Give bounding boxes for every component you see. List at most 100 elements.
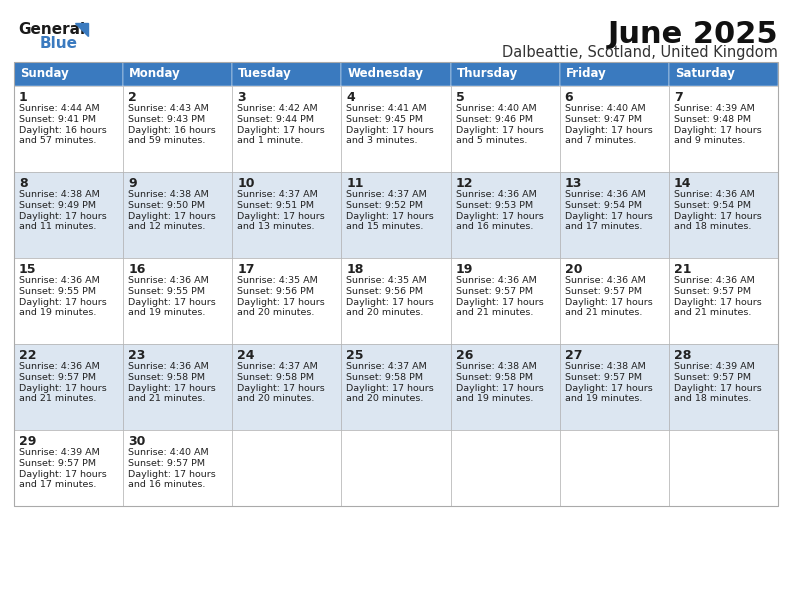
Text: Wednesday: Wednesday: [348, 67, 424, 81]
Text: and 57 minutes.: and 57 minutes.: [19, 136, 97, 145]
Polygon shape: [75, 23, 88, 36]
Text: and 19 minutes.: and 19 minutes.: [128, 308, 205, 317]
Text: Daylight: 17 hours: Daylight: 17 hours: [674, 298, 762, 307]
Bar: [123, 172, 232, 258]
Text: 18: 18: [346, 263, 364, 276]
Text: 8: 8: [19, 177, 28, 190]
Text: June 2025: June 2025: [607, 20, 778, 49]
Text: and 20 minutes.: and 20 minutes.: [346, 308, 424, 317]
Text: and 18 minutes.: and 18 minutes.: [674, 222, 752, 231]
Bar: [341, 172, 451, 258]
Text: 21: 21: [674, 263, 691, 276]
Text: and 11 minutes.: and 11 minutes.: [19, 222, 97, 231]
Text: Sunset: 9:43 PM: Sunset: 9:43 PM: [128, 115, 205, 124]
Bar: [341, 62, 451, 86]
Text: and 19 minutes.: and 19 minutes.: [19, 308, 97, 317]
Text: 28: 28: [674, 349, 691, 362]
Text: and 21 minutes.: and 21 minutes.: [128, 394, 205, 403]
Bar: [451, 344, 560, 430]
Text: Daylight: 17 hours: Daylight: 17 hours: [346, 212, 434, 221]
Text: 23: 23: [128, 349, 146, 362]
Text: and 1 minute.: and 1 minute.: [238, 136, 303, 145]
Text: Sunset: 9:56 PM: Sunset: 9:56 PM: [238, 287, 314, 296]
Text: Sunrise: 4:38 AM: Sunrise: 4:38 AM: [19, 190, 100, 199]
Text: Sunset: 9:58 PM: Sunset: 9:58 PM: [346, 373, 424, 382]
Text: Sunset: 9:41 PM: Sunset: 9:41 PM: [19, 115, 96, 124]
Text: Sunset: 9:56 PM: Sunset: 9:56 PM: [346, 287, 424, 296]
Bar: [14, 172, 123, 258]
Text: Daylight: 17 hours: Daylight: 17 hours: [346, 126, 434, 135]
Text: and 17 minutes.: and 17 minutes.: [565, 222, 642, 231]
Text: Sunrise: 4:44 AM: Sunrise: 4:44 AM: [19, 104, 100, 113]
Bar: [669, 86, 778, 172]
Text: and 59 minutes.: and 59 minutes.: [128, 136, 205, 145]
Text: 2: 2: [128, 91, 137, 104]
Text: Sunrise: 4:36 AM: Sunrise: 4:36 AM: [674, 276, 755, 285]
Text: and 19 minutes.: and 19 minutes.: [565, 394, 642, 403]
Text: 15: 15: [19, 263, 36, 276]
Bar: [232, 430, 341, 506]
Text: Daylight: 17 hours: Daylight: 17 hours: [565, 212, 653, 221]
Text: Daylight: 17 hours: Daylight: 17 hours: [238, 212, 325, 221]
Text: Sunrise: 4:37 AM: Sunrise: 4:37 AM: [238, 190, 318, 199]
Text: 14: 14: [674, 177, 691, 190]
Text: Sunrise: 4:39 AM: Sunrise: 4:39 AM: [674, 362, 755, 371]
Text: and 7 minutes.: and 7 minutes.: [565, 136, 636, 145]
Text: and 12 minutes.: and 12 minutes.: [128, 222, 205, 231]
Text: Dalbeattie, Scotland, United Kingdom: Dalbeattie, Scotland, United Kingdom: [502, 45, 778, 60]
Text: 9: 9: [128, 177, 137, 190]
Text: Daylight: 17 hours: Daylight: 17 hours: [674, 384, 762, 393]
Text: Sunset: 9:57 PM: Sunset: 9:57 PM: [128, 459, 205, 468]
Text: and 16 minutes.: and 16 minutes.: [455, 222, 533, 231]
Text: Daylight: 17 hours: Daylight: 17 hours: [565, 298, 653, 307]
Text: Daylight: 17 hours: Daylight: 17 hours: [238, 298, 325, 307]
Text: Saturday: Saturday: [675, 67, 735, 81]
Bar: [669, 344, 778, 430]
Text: 22: 22: [19, 349, 36, 362]
Text: and 20 minutes.: and 20 minutes.: [238, 394, 314, 403]
Text: Sunset: 9:57 PM: Sunset: 9:57 PM: [565, 373, 642, 382]
Text: Sunset: 9:53 PM: Sunset: 9:53 PM: [455, 201, 533, 210]
Text: Sunrise: 4:35 AM: Sunrise: 4:35 AM: [346, 276, 427, 285]
Text: and 3 minutes.: and 3 minutes.: [346, 136, 418, 145]
Text: Daylight: 17 hours: Daylight: 17 hours: [565, 126, 653, 135]
Bar: [669, 430, 778, 506]
Text: Sunset: 9:44 PM: Sunset: 9:44 PM: [238, 115, 314, 124]
Bar: [341, 344, 451, 430]
Bar: [123, 258, 232, 344]
Bar: [123, 344, 232, 430]
Text: Sunset: 9:54 PM: Sunset: 9:54 PM: [565, 201, 642, 210]
Text: Daylight: 17 hours: Daylight: 17 hours: [128, 384, 216, 393]
Text: Sunrise: 4:35 AM: Sunrise: 4:35 AM: [238, 276, 318, 285]
Text: Daylight: 17 hours: Daylight: 17 hours: [19, 212, 107, 221]
Text: Sunrise: 4:36 AM: Sunrise: 4:36 AM: [128, 276, 209, 285]
Text: Sunrise: 4:36 AM: Sunrise: 4:36 AM: [19, 362, 100, 371]
Text: Sunset: 9:58 PM: Sunset: 9:58 PM: [455, 373, 532, 382]
Bar: [669, 62, 778, 86]
Text: 19: 19: [455, 263, 473, 276]
Text: Daylight: 17 hours: Daylight: 17 hours: [455, 384, 543, 393]
Bar: [560, 62, 669, 86]
Text: Daylight: 17 hours: Daylight: 17 hours: [455, 212, 543, 221]
Text: and 5 minutes.: and 5 minutes.: [455, 136, 527, 145]
Text: Sunrise: 4:36 AM: Sunrise: 4:36 AM: [128, 362, 209, 371]
Text: and 9 minutes.: and 9 minutes.: [674, 136, 745, 145]
Text: 4: 4: [346, 91, 355, 104]
Text: Sunrise: 4:36 AM: Sunrise: 4:36 AM: [455, 190, 536, 199]
Text: and 21 minutes.: and 21 minutes.: [674, 308, 752, 317]
Text: 6: 6: [565, 91, 573, 104]
Text: Daylight: 16 hours: Daylight: 16 hours: [128, 126, 216, 135]
Text: Daylight: 16 hours: Daylight: 16 hours: [19, 126, 107, 135]
Text: Sunset: 9:48 PM: Sunset: 9:48 PM: [674, 115, 751, 124]
Text: and 20 minutes.: and 20 minutes.: [346, 394, 424, 403]
Bar: [451, 430, 560, 506]
Text: Sunset: 9:58 PM: Sunset: 9:58 PM: [128, 373, 205, 382]
Text: Sunrise: 4:36 AM: Sunrise: 4:36 AM: [19, 276, 100, 285]
Text: and 21 minutes.: and 21 minutes.: [565, 308, 642, 317]
Text: Sunset: 9:57 PM: Sunset: 9:57 PM: [19, 373, 96, 382]
Bar: [232, 62, 341, 86]
Text: Sunset: 9:55 PM: Sunset: 9:55 PM: [19, 287, 96, 296]
Text: Sunrise: 4:37 AM: Sunrise: 4:37 AM: [346, 190, 427, 199]
Text: Sunrise: 4:42 AM: Sunrise: 4:42 AM: [238, 104, 318, 113]
Text: 3: 3: [238, 91, 246, 104]
